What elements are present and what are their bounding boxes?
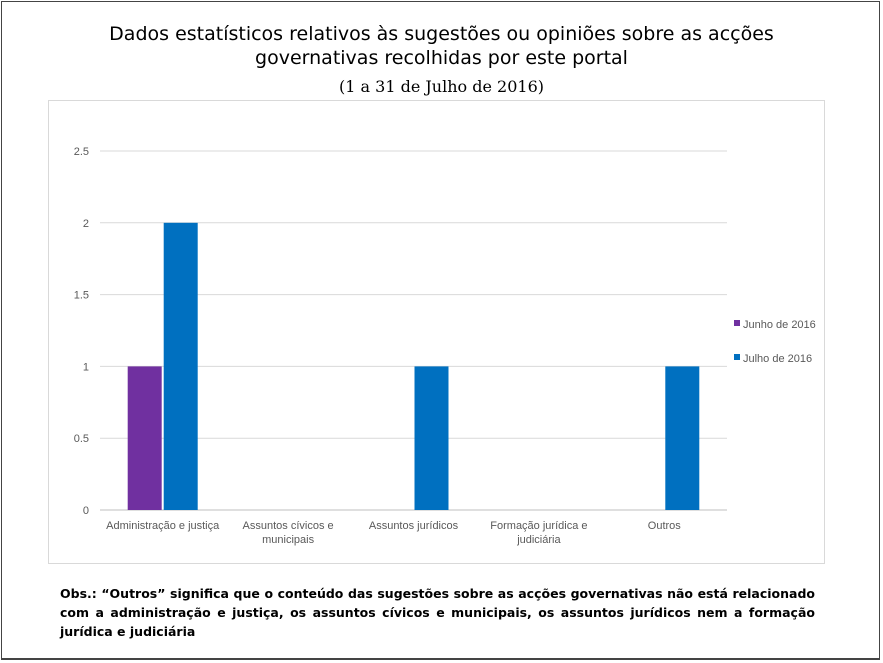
x-category-label: Administração e justiça: [106, 520, 220, 532]
x-category-label: Outros: [648, 520, 682, 532]
chart-area: [48, 100, 825, 564]
chart-subtitle: (1 a 31 de Julho de 2016): [339, 77, 544, 96]
y-tick-label: 1.5: [74, 290, 89, 302]
bar-junho-de-2016: [127, 366, 162, 510]
bar-julho-de-2016: [665, 366, 700, 510]
chart-title-line-1: Dados estatísticos relativos às sugestõe…: [109, 23, 774, 45]
y-tick-label: 2.5: [74, 146, 89, 158]
x-category-label: Assuntos jurídicos: [369, 520, 459, 532]
bar-julho-de-2016: [414, 366, 449, 510]
x-category-label: Formação jurídica e judiciária: [490, 520, 587, 546]
legend-swatch: [734, 320, 740, 326]
legend-label: Junho de 2016: [743, 319, 816, 331]
y-tick-label: 0: [83, 505, 89, 517]
x-category-label: Assuntos cívicos e municipais: [243, 520, 334, 546]
legend-swatch: [734, 354, 740, 360]
y-tick-label: 0.5: [74, 433, 89, 445]
bar-julho-de-2016: [163, 222, 198, 511]
y-tick-label: 1: [83, 361, 89, 373]
chart-title-line-2: governativas recolhidas por este portal: [255, 47, 628, 69]
y-tick-label: 2: [83, 218, 89, 230]
legend-label: Julho de 2016: [743, 353, 812, 365]
footnote-observation: Obs.: “Outros” significa que o conteúdo …: [60, 586, 815, 639]
